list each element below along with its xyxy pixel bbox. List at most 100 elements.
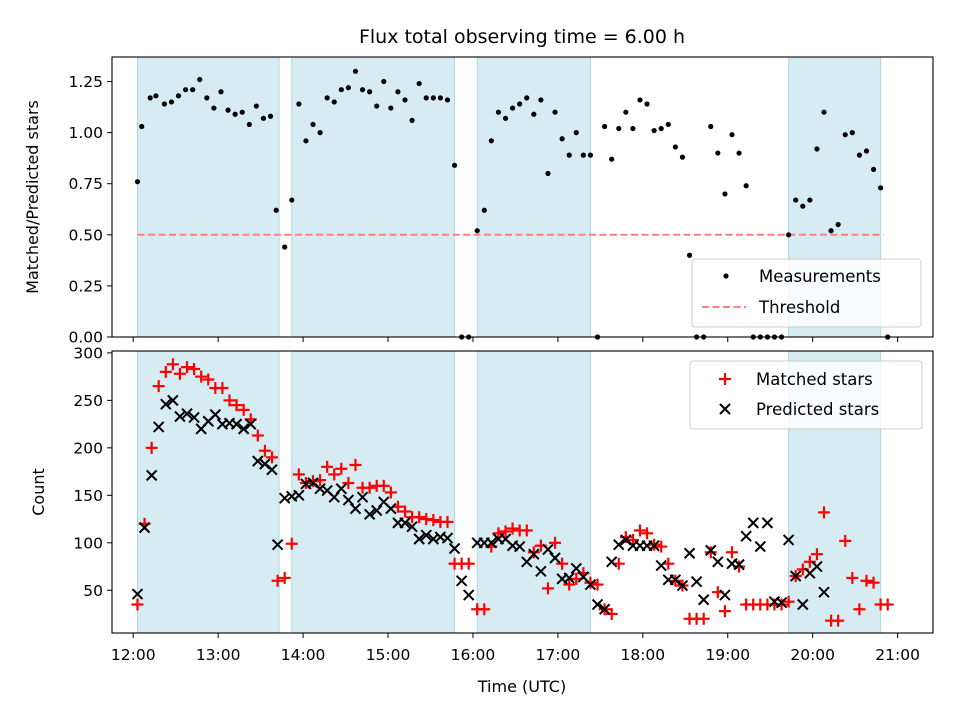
- measurement-point: [878, 185, 884, 191]
- measurement-point: [161, 101, 167, 107]
- measurement-point: [359, 87, 366, 93]
- matched-star-point: [216, 382, 229, 395]
- predicted-star-stroke-b: [455, 575, 468, 587]
- y-tick-label: 300: [73, 344, 103, 362]
- matched-star-point: [152, 380, 165, 393]
- measurement-point: [352, 68, 359, 74]
- matched-star-point: [441, 515, 454, 528]
- measurement-point: [310, 121, 316, 128]
- matched-star-point: [321, 460, 334, 473]
- predicted-star-stroke-b: [754, 540, 767, 553]
- predicted-star-point: [648, 539, 660, 552]
- predicted-star-stroke-b: [712, 556, 724, 568]
- predicted-star-point: [314, 482, 326, 495]
- predicted-star-stroke-b: [181, 407, 193, 420]
- y-tick-label: 0.50: [68, 226, 103, 244]
- predicted-star-stroke-b: [549, 552, 561, 564]
- matched-star-point: [384, 486, 397, 499]
- x-tick-label: 15:00: [366, 646, 411, 664]
- predicted-star-point: [690, 576, 703, 588]
- predicted-star-stroke-b: [131, 588, 144, 600]
- predicted-star-stroke-b: [563, 572, 575, 584]
- predicted-star-point: [591, 598, 604, 611]
- legend-predicted-label: Predicted stars: [756, 400, 879, 419]
- predicted-star-point: [153, 421, 165, 433]
- matched-star-point: [258, 444, 271, 457]
- top-observing-window-1: [291, 56, 456, 338]
- predicted-star-stroke-b: [591, 598, 604, 611]
- measurement-point: [374, 103, 380, 109]
- predicted-star-point: [399, 517, 411, 529]
- measurement-point: [134, 179, 141, 185]
- predicted-star-stroke-b: [314, 482, 326, 495]
- predicted-star-stroke-b: [705, 544, 717, 557]
- measurement-point: [303, 138, 309, 144]
- predicted-star-point: [683, 547, 696, 559]
- matched-star-point: [462, 557, 475, 570]
- predicted-star-stroke-b: [406, 520, 418, 533]
- x-tick-label: 16:00: [451, 646, 496, 664]
- measurement-point: [587, 152, 594, 158]
- matched-star-point: [818, 506, 831, 519]
- matched-star-point: [181, 361, 194, 374]
- y-tick-label: 0.75: [68, 175, 103, 193]
- predicted-star-stroke-b: [230, 418, 243, 430]
- measurement-point: [715, 150, 721, 156]
- predicted-star-point: [413, 533, 425, 545]
- measurement-point: [253, 103, 259, 109]
- measurement-point: [821, 109, 827, 115]
- x-tick-label: 12:00: [111, 646, 156, 664]
- measurement-point: [538, 97, 544, 103]
- predicted-star-point: [349, 502, 362, 515]
- predicted-star-stroke-b: [420, 529, 432, 541]
- predicted-star-point: [131, 588, 144, 600]
- matched-star-point: [541, 582, 554, 595]
- predicted-star-stroke-b: [789, 570, 802, 582]
- x-tick-label: 20:00: [790, 646, 835, 664]
- predicted-star-stroke-b: [733, 558, 745, 571]
- y-tick-label: 250: [73, 392, 103, 410]
- predicted-star-stroke-b: [655, 559, 667, 572]
- measurement-point: [800, 203, 806, 209]
- matched-star-point: [655, 540, 668, 553]
- matched-star-point: [202, 373, 215, 386]
- matched-star-point: [527, 546, 540, 559]
- matched-star-point: [697, 612, 710, 625]
- legend-threshold-label: Threshold: [758, 298, 840, 317]
- chart-title: Flux total observing time = 6.00 h: [359, 26, 685, 48]
- legend-predicted-marker: [719, 403, 731, 415]
- predicted-star-point: [370, 504, 383, 517]
- predicted-star-point: [209, 408, 222, 421]
- measurement-point: [870, 166, 877, 173]
- matched-star-point: [591, 578, 604, 591]
- matched-star-point: [832, 614, 845, 627]
- matched-star-point: [839, 534, 852, 547]
- measurement-point: [630, 125, 636, 132]
- measurement-point: [580, 152, 586, 158]
- predicted-star-stroke-b: [605, 556, 618, 568]
- matched-star-point: [549, 536, 562, 549]
- predicted-star-stroke-b: [598, 603, 611, 615]
- top-points: [134, 68, 891, 340]
- matched-star-point: [725, 546, 738, 559]
- predicted-star-stroke-b: [499, 533, 512, 545]
- measurement-point: [211, 105, 217, 111]
- measurement-point: [602, 123, 608, 130]
- measurement-point: [324, 95, 330, 101]
- predicted-star-stroke-b: [690, 576, 703, 588]
- predicted-star-point: [740, 530, 752, 542]
- matched-star-point: [173, 367, 186, 380]
- predicted-star-point: [563, 572, 575, 584]
- predicted-star-point: [754, 540, 767, 553]
- predicted-star-point: [181, 407, 193, 420]
- predicted-star-point: [584, 578, 597, 591]
- predicted-star-stroke-b: [775, 596, 788, 609]
- matched-star-point: [803, 555, 816, 568]
- measurement-point: [197, 76, 203, 83]
- matched-star-point: [584, 576, 597, 589]
- matched-star-point: [271, 574, 284, 587]
- predicted-star-point: [747, 517, 759, 529]
- predicted-star-point: [441, 532, 454, 544]
- predicted-star-stroke-b: [620, 534, 632, 546]
